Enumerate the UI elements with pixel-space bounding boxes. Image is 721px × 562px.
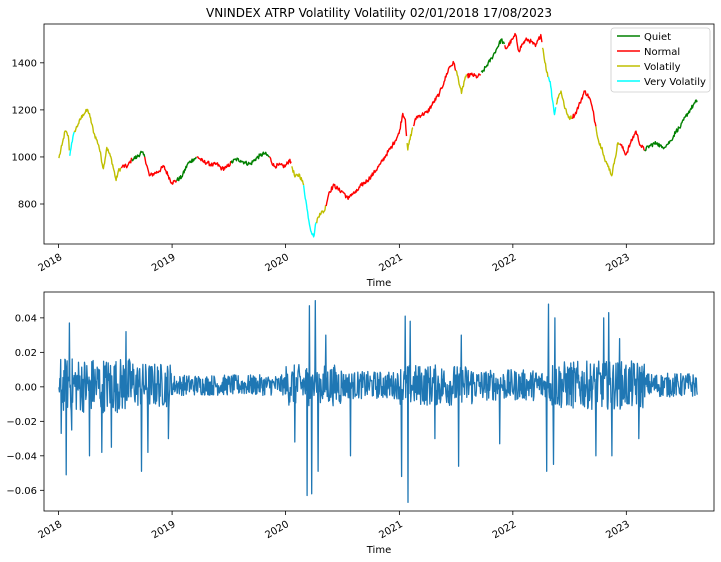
segment-quiet	[176, 156, 197, 182]
segment-normal	[571, 90, 597, 127]
price-x-tick-label: 2020	[264, 252, 292, 274]
segment-quiet	[131, 150, 146, 162]
price-x-tick-label: 2022	[491, 252, 519, 274]
returns-line	[58, 299, 698, 504]
returns-x-tick-label: 2019	[150, 519, 178, 541]
price-plot-area	[43, 23, 715, 245]
price-x-tick-label: 2023	[604, 252, 632, 274]
returns-y-tick-label: 0.00	[15, 382, 37, 393]
segment-quiet	[480, 38, 505, 73]
segment-very-volatily	[69, 131, 75, 156]
price-x-tick-label: 2021	[377, 252, 405, 274]
segment-normal	[325, 112, 408, 207]
price-x-tick-label: 2018	[37, 252, 65, 274]
segment-very-volatily	[302, 185, 317, 238]
chart-title: VNINDEX ATRP Volatility Volatility 02/01…	[206, 6, 552, 20]
price-y-tick-label: 1400	[12, 58, 37, 69]
segment-very-volatily	[547, 76, 557, 116]
price-y-tick-label: 800	[18, 200, 37, 211]
legend-label-very-volatily: Very Volatily	[644, 77, 706, 88]
returns-y-tick-label: −0.02	[6, 417, 37, 428]
price-chart: VNINDEX ATRP Volatility Volatility 02/01…	[12, 6, 715, 289]
returns-y-tick-label: −0.04	[6, 451, 37, 462]
segment-volatily	[73, 108, 122, 182]
segment-volatily	[455, 70, 468, 95]
returns-series	[58, 299, 698, 504]
legend-box	[610, 27, 711, 93]
price-y-tick-label: 1200	[12, 105, 37, 116]
returns-x-axis: 2018 2019 2020 2021 2022 2023	[37, 511, 632, 541]
segment-normal	[466, 72, 482, 79]
returns-x-tick-label: 2022	[491, 519, 519, 541]
segment-normal	[269, 156, 292, 169]
segment-volatily	[291, 166, 305, 186]
segment-volatily	[406, 127, 414, 151]
price-x-axis: 2018 2019 2020 2021 2022 2023	[37, 244, 632, 274]
returns-x-tick-label: 2021	[377, 519, 405, 541]
segment-quiet	[230, 151, 270, 166]
legend-label-volatily: Volatily	[644, 62, 681, 73]
segment-volatily	[541, 47, 549, 78]
segment-volatily	[595, 126, 620, 177]
returns-y-tick-label: 0.02	[15, 348, 37, 359]
price-series	[58, 32, 698, 238]
segment-volatily	[58, 130, 70, 159]
segment-normal	[412, 60, 457, 127]
returns-chart: −0.06 −0.04 −0.02 0.00 0.02 0.04 2018 2019 2020…	[6, 291, 715, 556]
returns-y-tick-label: 0.04	[15, 313, 37, 324]
returns-x-tick-label: 2023	[604, 519, 632, 541]
segment-quiet	[644, 99, 698, 152]
price-y-tick-label: 1000	[12, 152, 37, 163]
segment-normal	[144, 156, 178, 185]
legend-label-normal: Normal	[644, 47, 680, 58]
segment-volatily	[555, 90, 573, 121]
price-x-tick-label: 2019	[150, 252, 178, 274]
returns-y-axis: −0.06 −0.04 −0.02 0.00 0.02 0.04	[6, 313, 44, 497]
price-x-axis-label: Time	[366, 278, 391, 289]
price-y-axis: 800 1000 1200 1400	[12, 58, 44, 211]
returns-x-tick-label: 2018	[37, 519, 65, 541]
returns-y-tick-label: −0.06	[6, 486, 37, 497]
segment-normal	[619, 130, 645, 156]
returns-x-tick-label: 2020	[264, 519, 292, 541]
segment-normal	[120, 157, 133, 169]
segment-volatily	[316, 205, 327, 224]
returns-x-axis-label: Time	[366, 545, 391, 556]
legend: Quiet Normal Volatily Very Volatily	[610, 27, 711, 93]
legend-label-quiet: Quiet	[644, 32, 671, 43]
segment-normal	[504, 32, 543, 53]
segment-normal	[196, 156, 232, 171]
